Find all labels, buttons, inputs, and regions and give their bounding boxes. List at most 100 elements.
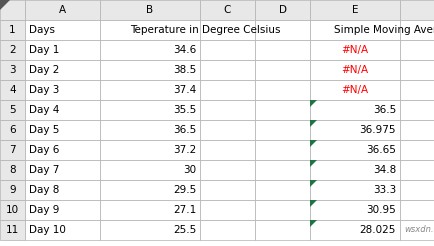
Text: 8: 8 — [9, 165, 16, 175]
Text: 7: 7 — [9, 145, 16, 155]
Bar — [200, 40, 255, 60]
Text: 36.5: 36.5 — [373, 105, 396, 115]
Bar — [100, 80, 200, 100]
Bar — [25, 120, 100, 140]
Bar — [310, 120, 400, 140]
Bar — [25, 220, 100, 240]
Text: Teperature in Degree Celsius: Teperature in Degree Celsius — [130, 25, 280, 35]
Bar — [400, 160, 434, 180]
Bar — [400, 60, 434, 80]
Text: 2: 2 — [9, 45, 16, 55]
Text: Simple Moving Average: Simple Moving Average — [334, 25, 434, 35]
Bar — [25, 140, 100, 160]
Bar — [310, 60, 400, 80]
Bar — [200, 20, 255, 40]
Bar — [255, 0, 310, 20]
Text: Day 3: Day 3 — [29, 85, 59, 95]
Text: Day 7: Day 7 — [29, 165, 59, 175]
Text: A: A — [59, 5, 66, 15]
Bar — [255, 20, 310, 40]
Text: 30.95: 30.95 — [366, 205, 396, 215]
Text: Day 2: Day 2 — [29, 65, 59, 75]
Text: 28.025: 28.025 — [360, 225, 396, 235]
Polygon shape — [310, 220, 317, 227]
Bar — [200, 180, 255, 200]
Bar — [0, 120, 25, 140]
Bar — [255, 180, 310, 200]
Bar — [0, 200, 25, 220]
Bar — [200, 160, 255, 180]
Text: #N/A: #N/A — [342, 85, 368, 95]
Bar — [310, 200, 400, 220]
Polygon shape — [310, 180, 317, 187]
Text: 34.8: 34.8 — [373, 165, 396, 175]
Bar — [25, 160, 100, 180]
Bar — [255, 80, 310, 100]
Text: Day 4: Day 4 — [29, 105, 59, 115]
Bar — [255, 60, 310, 80]
Bar — [0, 40, 25, 60]
Bar — [255, 40, 310, 60]
Bar — [100, 120, 200, 140]
Text: 30: 30 — [183, 165, 196, 175]
Bar — [310, 160, 400, 180]
Text: 34.6: 34.6 — [173, 45, 196, 55]
Bar — [25, 60, 100, 80]
Bar — [255, 220, 310, 240]
Text: E: E — [352, 5, 358, 15]
Bar — [200, 0, 255, 20]
Text: 10: 10 — [6, 205, 19, 215]
Bar — [400, 140, 434, 160]
Text: 36.5: 36.5 — [173, 125, 196, 135]
Bar — [200, 220, 255, 240]
Bar — [25, 0, 100, 20]
Polygon shape — [310, 100, 317, 107]
Text: Day 9: Day 9 — [29, 205, 59, 215]
Text: wsxdn.com: wsxdn.com — [404, 226, 434, 234]
Bar — [400, 80, 434, 100]
Text: 38.5: 38.5 — [173, 65, 196, 75]
Text: 9: 9 — [9, 185, 16, 195]
Text: 25.5: 25.5 — [173, 225, 196, 235]
Bar — [100, 200, 200, 220]
Bar — [200, 60, 255, 80]
Text: 33.3: 33.3 — [373, 185, 396, 195]
Bar — [310, 40, 400, 60]
Bar — [25, 20, 100, 40]
Text: 1: 1 — [9, 25, 16, 35]
Text: #N/A: #N/A — [342, 45, 368, 55]
Polygon shape — [310, 120, 317, 127]
Text: 3: 3 — [9, 65, 16, 75]
Bar — [400, 180, 434, 200]
Bar — [25, 40, 100, 60]
Bar — [0, 60, 25, 80]
Text: 36.975: 36.975 — [359, 125, 396, 135]
Text: C: C — [224, 5, 231, 15]
Text: 37.2: 37.2 — [173, 145, 196, 155]
Text: 5: 5 — [9, 105, 16, 115]
Bar — [0, 80, 25, 100]
Bar — [400, 120, 434, 140]
Bar — [310, 140, 400, 160]
Polygon shape — [0, 0, 10, 10]
Text: 11: 11 — [6, 225, 19, 235]
Text: 4: 4 — [9, 85, 16, 95]
Text: Days: Days — [29, 25, 55, 35]
Bar — [400, 0, 434, 20]
Bar — [310, 20, 400, 40]
Bar — [25, 100, 100, 120]
Bar — [100, 220, 200, 240]
Bar — [400, 20, 434, 40]
Bar — [0, 220, 25, 240]
Text: 6: 6 — [9, 125, 16, 135]
Bar — [255, 120, 310, 140]
Bar — [100, 100, 200, 120]
Bar — [0, 160, 25, 180]
Bar — [200, 100, 255, 120]
Text: 35.5: 35.5 — [173, 105, 196, 115]
Bar — [100, 140, 200, 160]
Polygon shape — [310, 160, 317, 167]
Text: 27.1: 27.1 — [173, 205, 196, 215]
Bar — [25, 200, 100, 220]
Text: Day 5: Day 5 — [29, 125, 59, 135]
